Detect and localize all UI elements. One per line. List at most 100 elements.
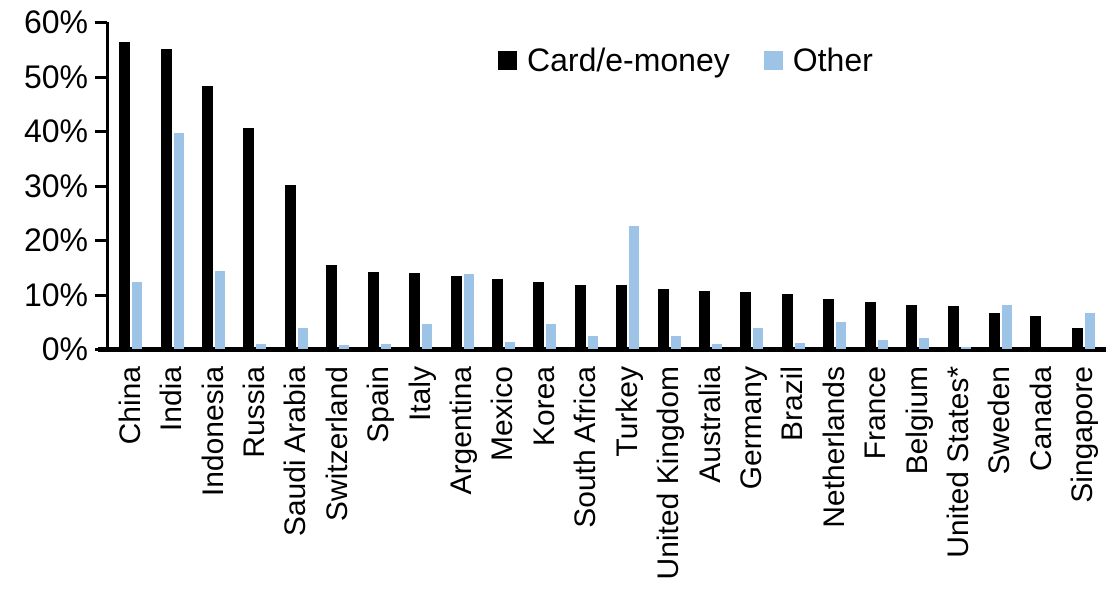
bar-other: [215, 271, 226, 349]
category-slot: [938, 22, 979, 349]
x-category-label: Netherlands: [817, 366, 851, 528]
legend: Card/e-money Other: [498, 44, 873, 76]
category-slot: [110, 22, 151, 349]
category-slot: [980, 22, 1021, 349]
y-tick-label: 10%: [23, 276, 88, 313]
bar-other: [712, 344, 723, 349]
y-tick-mark: [95, 21, 107, 24]
bar-card-emoney: [988, 313, 1000, 349]
bar-other: [132, 282, 143, 349]
x-category-label: Italy: [403, 366, 437, 422]
bar-other: [339, 345, 350, 349]
bar-card-emoney: [740, 292, 752, 349]
bar-other: [380, 344, 391, 349]
bar-card-emoney: [367, 272, 379, 349]
category-slot: [400, 22, 441, 349]
y-tick-label: 0%: [41, 331, 88, 367]
bar-other: [504, 342, 515, 349]
x-category-label: Australia: [693, 366, 727, 483]
y-axis-line: [106, 22, 109, 351]
x-axis-line: [98, 347, 1106, 352]
x-category-label: United States*: [942, 366, 976, 558]
bar-other: [422, 324, 433, 349]
x-category-label: Mexico: [486, 366, 520, 462]
y-tick-label: 60%: [23, 4, 88, 40]
category-slot: [648, 22, 689, 349]
y-tick-label: 20%: [23, 222, 88, 258]
category-slot: [234, 22, 275, 349]
bar-card-emoney: [1030, 316, 1042, 349]
x-category-label: China: [113, 366, 147, 445]
x-category-label: Canada: [1024, 366, 1058, 472]
bar-other: [297, 328, 308, 349]
category-slot: [690, 22, 731, 349]
bar-other: [1001, 305, 1012, 349]
category-slot: [483, 22, 524, 349]
x-category-label: Argentina: [445, 366, 479, 495]
bar-other: [670, 336, 681, 349]
bar-other: [960, 347, 971, 349]
x-category-label: South Africa: [569, 366, 603, 528]
bar-card-emoney: [823, 299, 835, 349]
bar-other: [753, 328, 764, 349]
category-slot: [607, 22, 648, 349]
bar-card-emoney: [657, 289, 669, 349]
bar-card-emoney: [284, 185, 296, 349]
bar-card-emoney: [906, 305, 918, 349]
y-tick-mark: [95, 239, 107, 242]
bar-card-emoney: [616, 285, 628, 349]
bar-card-emoney: [243, 128, 255, 349]
y-tick-label: 50%: [23, 58, 88, 95]
bar-card-emoney: [533, 282, 545, 349]
y-tick-label: 30%: [23, 167, 88, 204]
category-slot: [151, 22, 192, 349]
category-slot: [814, 22, 855, 349]
bar-card-emoney: [574, 285, 586, 349]
category-slot: [897, 22, 938, 349]
bar-card-emoney: [491, 279, 503, 349]
category-slot: [566, 22, 607, 349]
category-slot: [773, 22, 814, 349]
category-slot: [1021, 22, 1062, 349]
category-slot: [276, 22, 317, 349]
x-category-label: Germany: [734, 366, 768, 490]
x-category-label: Spain: [362, 366, 396, 443]
bar-card-emoney: [864, 302, 876, 349]
bar-other: [463, 274, 474, 349]
bar-other: [836, 322, 847, 349]
x-category-label: Brazil: [776, 366, 810, 442]
x-category-label: Belgium: [900, 366, 934, 475]
bar-card-emoney: [326, 265, 338, 349]
bar-card-emoney: [160, 49, 172, 349]
category-slot: [441, 22, 482, 349]
bar-card-emoney: [1071, 328, 1083, 349]
y-tick-mark: [95, 130, 107, 133]
bar-card-emoney: [699, 291, 711, 349]
bar-other: [877, 340, 888, 349]
bar-other: [794, 343, 805, 349]
plot-area: [110, 22, 1104, 349]
x-category-label: Russia: [237, 366, 271, 458]
legend-item-other: Other: [763, 42, 873, 78]
category-slot: [193, 22, 234, 349]
legend-label-other: Other: [792, 42, 873, 78]
y-tick-mark: [95, 75, 107, 79]
x-category-label: India: [155, 366, 189, 432]
bar-other: [256, 344, 267, 349]
x-category-label: Turkey: [610, 366, 644, 457]
bar-card-emoney: [119, 42, 131, 349]
x-category-label: Sweden: [983, 366, 1017, 475]
y-tick-mark: [95, 293, 107, 297]
bar-other: [546, 324, 557, 349]
bar-other: [587, 336, 598, 349]
bar-other: [1084, 313, 1095, 349]
y-tick-mark: [95, 348, 107, 351]
bar-card-emoney: [781, 294, 793, 349]
category-slot: [856, 22, 897, 349]
x-category-label: Korea: [527, 366, 561, 447]
category-slot: [731, 22, 772, 349]
category-slot: [524, 22, 565, 349]
x-category-label: United Kingdom: [652, 366, 686, 580]
bar-card-emoney: [947, 306, 959, 349]
